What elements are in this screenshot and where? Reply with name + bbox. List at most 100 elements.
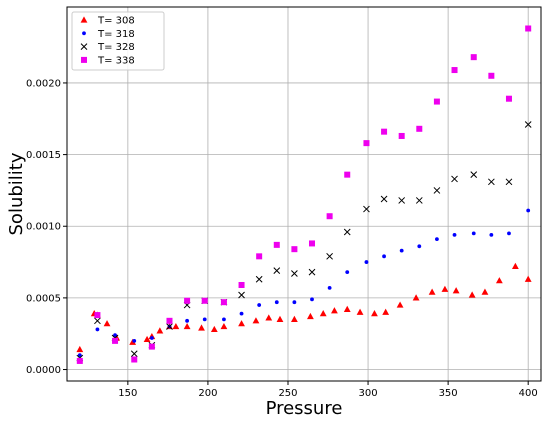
data-point — [291, 246, 298, 253]
data-point — [198, 324, 205, 331]
data-point — [470, 54, 477, 61]
data-point — [172, 322, 180, 330]
x-tick-label: 350 — [439, 388, 458, 399]
legend: T= 308 T= 318 T= 328 T= 338 — [71, 11, 165, 71]
legend-label: T= 328 — [97, 42, 135, 53]
data-point — [470, 171, 478, 179]
x-tick-label: 250 — [278, 388, 297, 399]
data-point — [148, 343, 155, 350]
data-point — [433, 98, 440, 105]
x-tick-label: 400 — [519, 388, 538, 399]
data-point — [525, 25, 532, 32]
data-point — [238, 281, 245, 288]
data-point — [307, 312, 314, 320]
data-point — [489, 232, 494, 237]
data-point — [468, 291, 476, 298]
data-point — [451, 67, 458, 74]
x-tick-label: 300 — [359, 388, 378, 399]
data-point — [210, 325, 218, 333]
data-point — [364, 260, 369, 264]
data-point — [239, 311, 244, 316]
data-point — [222, 317, 226, 322]
data-point — [76, 345, 84, 353]
data-point — [183, 322, 191, 330]
data-point — [524, 121, 532, 128]
data-point — [252, 317, 260, 324]
data-point — [149, 336, 154, 340]
y-tick-label: 0.0010 — [26, 222, 61, 233]
legend-marker — [81, 56, 87, 63]
data-point — [412, 294, 420, 301]
data-point — [238, 291, 245, 299]
data-point — [220, 299, 227, 306]
y-tick-label: 0.0005 — [26, 293, 61, 304]
data-point — [526, 208, 531, 213]
data-point — [257, 303, 262, 307]
data-point — [507, 231, 511, 236]
y-tick-label: 0.0000 — [26, 365, 61, 376]
data-point — [184, 297, 191, 304]
data-point — [399, 248, 404, 253]
legend-label: T= 318 — [97, 29, 135, 40]
data-point — [326, 213, 333, 220]
data-point — [471, 231, 476, 236]
series-t-328 — [76, 121, 532, 362]
series-t-318 — [77, 208, 531, 358]
legend-box — [71, 11, 165, 71]
data-point — [319, 310, 327, 317]
data-point — [130, 350, 138, 358]
data-point — [363, 205, 370, 213]
legend-marker-square — [81, 56, 87, 63]
x-axis-title: Pressure — [266, 398, 343, 419]
data-point — [505, 95, 512, 102]
data-point — [201, 297, 208, 304]
data-point — [343, 305, 351, 312]
legend-label: T= 338 — [97, 55, 135, 66]
data-point — [132, 338, 137, 343]
data-point — [416, 125, 423, 132]
data-point — [95, 327, 100, 332]
data-point — [166, 323, 173, 330]
data-point — [327, 285, 332, 290]
data-point — [345, 270, 350, 274]
data-point — [255, 275, 263, 283]
data-point — [488, 72, 495, 79]
data-point — [452, 232, 457, 237]
data-point — [371, 310, 378, 317]
data-point — [356, 308, 364, 315]
data-point — [290, 315, 298, 322]
data-point — [433, 187, 441, 194]
data-point — [291, 270, 298, 277]
data-point — [94, 317, 101, 325]
data-point — [94, 312, 101, 319]
data-point — [363, 140, 370, 147]
data-point — [417, 244, 422, 249]
data-point — [292, 300, 297, 305]
data-point — [481, 288, 489, 295]
data-point — [273, 241, 280, 248]
data-point — [310, 297, 314, 302]
legend-marker — [80, 16, 88, 23]
data-point — [276, 315, 284, 322]
data-point — [131, 356, 138, 363]
data-point — [380, 195, 388, 203]
data-point — [382, 254, 386, 259]
data-point — [273, 267, 281, 275]
data-point — [398, 197, 406, 204]
data-point — [451, 175, 458, 183]
data-point — [344, 171, 351, 178]
data-point — [524, 275, 532, 282]
data-point — [398, 132, 405, 139]
legend-marker-dot — [82, 31, 86, 36]
data-point — [488, 178, 495, 186]
legend-label: T= 308 — [97, 16, 135, 27]
data-point — [103, 320, 111, 327]
data-point — [428, 288, 436, 295]
y-tick-label: 0.0015 — [26, 150, 61, 161]
data-point — [441, 285, 449, 292]
data-point — [452, 287, 460, 294]
y-axis-title: Solubility — [6, 152, 27, 235]
data-point — [331, 307, 338, 314]
data-points — [76, 25, 532, 364]
